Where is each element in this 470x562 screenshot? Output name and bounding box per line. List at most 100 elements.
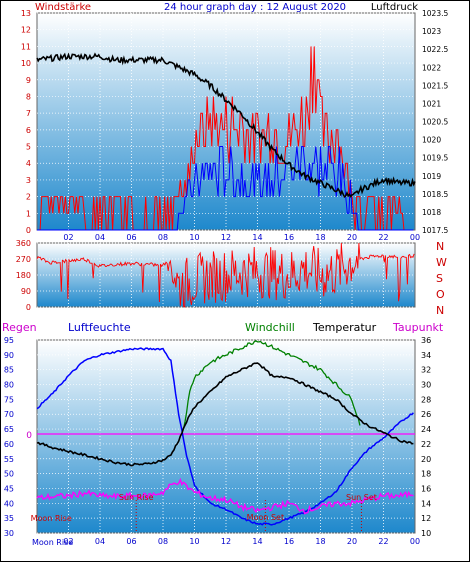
humidity-y-tick: 55 bbox=[4, 455, 14, 464]
pressure-y-tick: 1021.5 bbox=[422, 81, 448, 90]
humidity-y-tick: 45 bbox=[4, 484, 14, 493]
temp-y-tick: 34 bbox=[421, 351, 431, 360]
pressure-y-tick: 1018.5 bbox=[422, 190, 448, 199]
windchill-line bbox=[182, 340, 361, 430]
x-tick-label: 08 bbox=[158, 233, 168, 242]
temp-y-tick: 32 bbox=[421, 366, 431, 375]
wind-y-tick: 11 bbox=[21, 42, 31, 51]
x-tick-label: 08 bbox=[158, 537, 168, 546]
pressure-y-tick: 1019.5 bbox=[422, 154, 448, 163]
x-tick-label: 22 bbox=[378, 233, 388, 242]
wind-y-tick: 12 bbox=[21, 26, 31, 35]
dir-y-tick: 90 bbox=[21, 287, 31, 296]
pressure-y-tick: 1020.5 bbox=[422, 118, 448, 127]
pressure-y-tick: 1022.5 bbox=[422, 45, 448, 54]
wind-y-tick: 3 bbox=[26, 176, 31, 185]
pressure-y-tick: 1022 bbox=[422, 63, 441, 72]
temp-y-tick: 16 bbox=[421, 484, 431, 493]
pressure-y-tick: 1019 bbox=[422, 172, 441, 181]
temp-y-tick: 22 bbox=[421, 440, 431, 449]
x-tick-label: 20 bbox=[347, 537, 357, 546]
humidity-y-tick: 30 bbox=[4, 529, 14, 538]
x-tick-label: 06 bbox=[126, 233, 136, 242]
temp-y-tick: 18 bbox=[421, 470, 431, 479]
humidity-y-tick: 70 bbox=[4, 410, 14, 419]
temp-y-tick: 10 bbox=[421, 529, 431, 538]
wind-y-tick: 8 bbox=[26, 92, 31, 101]
compass-n-bottom: N bbox=[436, 304, 444, 317]
dir-y-tick: 270 bbox=[16, 255, 31, 264]
compass-w: W bbox=[436, 256, 447, 269]
wind-y-tick: 10 bbox=[21, 59, 31, 68]
legend-dewpoint: Taupunkt bbox=[392, 321, 444, 334]
wind-y-tick: 13 bbox=[21, 9, 31, 18]
humidity-y-tick: 50 bbox=[4, 470, 14, 479]
x-tick-label: 14 bbox=[252, 233, 262, 242]
wind-y-tick: 4 bbox=[26, 159, 31, 168]
humidity-y-tick: 75 bbox=[4, 395, 14, 404]
wind-axis-title: Windstärke bbox=[35, 2, 91, 13]
temperature-series: Moon Rise Sun Rise Moon Set Sun Set bbox=[31, 340, 415, 533]
temp-y-tick: 14 bbox=[421, 499, 431, 508]
x-tick-label: 16 bbox=[284, 233, 294, 242]
legend-humidity: Luftfeuchte bbox=[68, 321, 131, 334]
temp-y-tick: 28 bbox=[421, 395, 431, 404]
temp-y-tick: 24 bbox=[421, 425, 431, 434]
x-tick-label: 20 bbox=[347, 233, 357, 242]
humidity-y-tick: 80 bbox=[4, 381, 14, 390]
humidity-y-tick: 85 bbox=[4, 366, 14, 375]
chart-title: 24 hour graph day : 12 August 2020 bbox=[164, 2, 346, 13]
x-tick-label: 02 bbox=[63, 233, 73, 242]
x-tick-label: 00 bbox=[410, 233, 420, 242]
wind-y-tick: 6 bbox=[26, 126, 31, 135]
event-label: Sun Set bbox=[346, 493, 377, 502]
wind-y-tick: 5 bbox=[26, 143, 31, 152]
pressure-y-tick: 1020 bbox=[422, 136, 441, 145]
x-tick-label: 22 bbox=[378, 537, 388, 546]
pressure-y-tick: 1017.5 bbox=[422, 226, 448, 235]
pressure-axis-title: Luftdruck bbox=[371, 2, 418, 13]
dir-y-tick: 0 bbox=[26, 303, 31, 312]
x-tick-label: 10 bbox=[189, 537, 199, 546]
dewpoint-line bbox=[36, 477, 414, 515]
x-tick-label: 02 bbox=[63, 537, 73, 546]
x-tick-label: 18 bbox=[315, 233, 325, 242]
wind-y-tick: 7 bbox=[26, 109, 31, 118]
wind-y-tick: 1 bbox=[26, 209, 31, 218]
dir-y-tick: 360 bbox=[16, 239, 31, 248]
wind-direction-line bbox=[36, 242, 415, 308]
pressure-y-tick: 1023.5 bbox=[422, 9, 448, 18]
x-tick-label: 10 bbox=[189, 233, 199, 242]
event-label: Moon Set bbox=[247, 513, 284, 522]
wind-y-tick: 0 bbox=[26, 226, 31, 235]
temp-y-tick: 36 bbox=[421, 336, 431, 345]
legend-temperature: Temperatur bbox=[312, 321, 377, 334]
compass-s: S bbox=[436, 272, 443, 285]
wind-series bbox=[36, 46, 416, 231]
x-tick-label: 00 bbox=[410, 537, 420, 546]
x-tick-label: 04 bbox=[95, 537, 105, 546]
dir-y-tick: 180 bbox=[16, 271, 31, 280]
humidity-y-tick: 65 bbox=[4, 425, 14, 434]
wind-y-tick: 9 bbox=[26, 76, 31, 85]
pressure-y-tick: 1021 bbox=[422, 99, 441, 108]
humidity-y-tick: 60 bbox=[4, 440, 14, 449]
bottom-moon-rise-label: Moon Rise bbox=[32, 538, 73, 547]
humidity-y-tick: 90 bbox=[4, 351, 14, 360]
x-tick-label: 14 bbox=[252, 537, 262, 546]
wind-avg-line bbox=[37, 146, 414, 231]
x-tick-label: 16 bbox=[284, 537, 294, 546]
temp-y-tick: 20 bbox=[421, 455, 431, 464]
pressure-y-tick: 1023 bbox=[422, 27, 441, 36]
event-label: Sun Rise bbox=[119, 493, 154, 502]
legend-rain: Regen bbox=[2, 321, 37, 334]
direction-series bbox=[36, 242, 415, 308]
rain-zero-label: 0 bbox=[26, 431, 32, 441]
humidity-y-tick: 95 bbox=[4, 336, 14, 345]
x-tick-label: 04 bbox=[95, 233, 105, 242]
x-tick-label: 18 bbox=[315, 537, 325, 546]
compass-o: O bbox=[436, 288, 445, 301]
